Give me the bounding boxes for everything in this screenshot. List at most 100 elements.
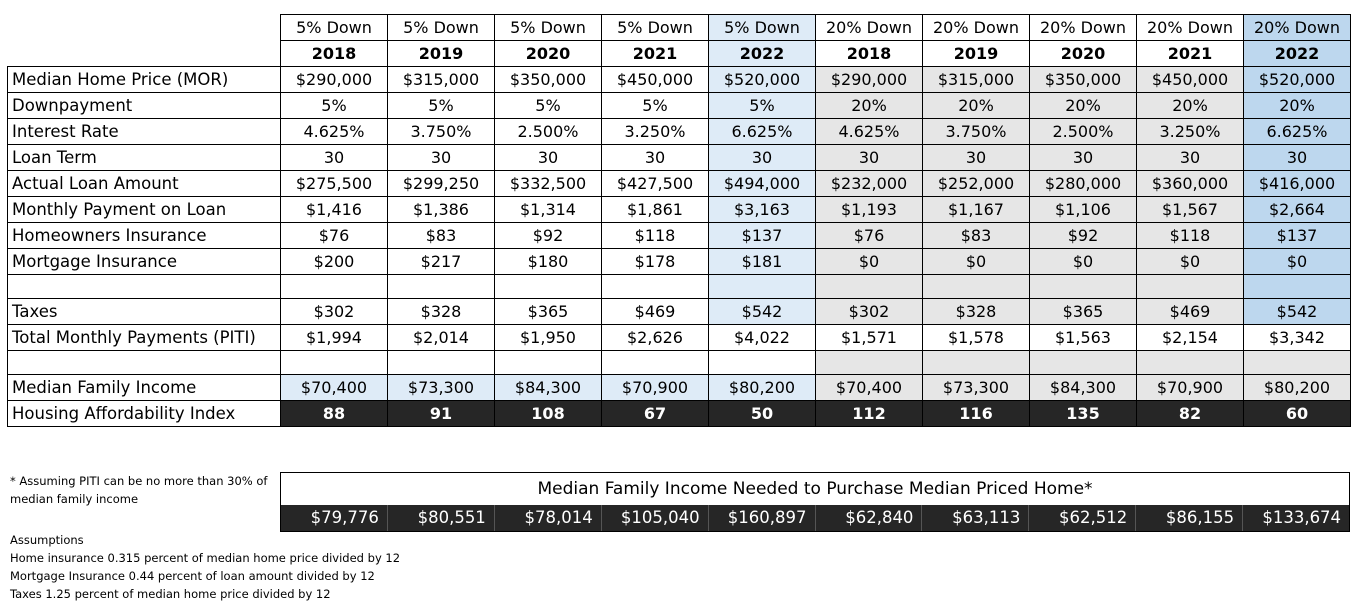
value-cell: $328 [387, 298, 495, 325]
value-cell: 30 [1029, 144, 1137, 171]
value-cell: $290,000 [280, 66, 388, 93]
value-cell: $2,664 [1243, 196, 1351, 223]
value-cell: 3.250% [1136, 118, 1244, 145]
table-row: Median Family Income $70,400 $73,300 $84… [7, 374, 1351, 401]
scenario-cell: 20% Down [1136, 14, 1244, 41]
year-cell: 2020 [494, 40, 602, 67]
value-cell: 2.500% [494, 118, 602, 145]
scenario-cell: 20% Down [815, 14, 923, 41]
value-cell: $118 [601, 222, 709, 249]
value-cell: 6.625% [708, 118, 816, 145]
assumption-line: Mortgage Insurance 0.44 percent of loan … [10, 569, 375, 583]
empty-cell [922, 274, 1030, 299]
income-needed-cell: $86,155 [1136, 505, 1244, 531]
value-cell: $315,000 [922, 66, 1030, 93]
value-cell: $1,314 [494, 196, 602, 223]
value-cell: $0 [1136, 248, 1244, 275]
value-cell: $76 [815, 222, 923, 249]
assumptions-heading: Assumptions [10, 533, 84, 547]
value-cell: $137 [1243, 222, 1351, 249]
index-cell: 116 [922, 400, 1030, 427]
index-cell: 91 [387, 400, 495, 427]
value-cell: 3.750% [922, 118, 1030, 145]
index-cell: 108 [494, 400, 602, 427]
value-cell: $80,200 [708, 374, 816, 401]
value-cell: 3.250% [601, 118, 709, 145]
value-cell: $3,342 [1243, 324, 1351, 351]
value-cell: 20% [1136, 92, 1244, 119]
row-label: Housing Affordability Index [7, 400, 281, 427]
row-label: Interest Rate [7, 118, 281, 145]
value-cell: $469 [1136, 298, 1244, 325]
table-row: Median Home Price (MOR) $290,000 $315,00… [7, 66, 1351, 93]
value-cell: 5% [387, 92, 495, 119]
value-cell: $302 [815, 298, 923, 325]
table-row: Monthly Payment on Loan $1,416 $1,386 $1… [7, 196, 1351, 223]
empty-cell [1029, 350, 1137, 375]
empty-cell [494, 350, 602, 375]
value-cell: $180 [494, 248, 602, 275]
income-needed-box: Median Family Income Needed to Purchase … [280, 472, 1350, 532]
value-cell: $332,500 [494, 170, 602, 197]
income-needed-cell: $133,674 [1262, 508, 1342, 527]
value-cell: $1,861 [601, 196, 709, 223]
value-cell: $92 [1029, 222, 1137, 249]
table-row: Homeowners Insurance $76 $83 $92 $118 $1… [7, 222, 1351, 249]
value-cell: 30 [708, 144, 816, 171]
row-label: Downpayment [7, 92, 281, 119]
value-cell: $118 [1136, 222, 1244, 249]
year-cell: 2021 [1136, 40, 1244, 67]
empty-cell [387, 274, 495, 299]
value-cell: $252,000 [922, 170, 1030, 197]
row-label: Median Home Price (MOR) [7, 66, 281, 93]
income-needed-cell: $63,113 [922, 505, 1030, 531]
empty-cell [7, 350, 281, 375]
table-row: Interest Rate 4.625% 3.750% 2.500% 3.250… [7, 118, 1351, 145]
value-cell: 5% [601, 92, 709, 119]
value-cell: $1,563 [1029, 324, 1137, 351]
value-cell: $200 [280, 248, 388, 275]
row-label: Homeowners Insurance [7, 222, 281, 249]
empty-cell [280, 350, 388, 375]
index-cell: 112 [815, 400, 923, 427]
value-cell: 20% [815, 92, 923, 119]
income-needed-cell: $62,512 [1029, 505, 1137, 531]
year-cell: 2022 [708, 40, 816, 67]
empty-cell [7, 274, 281, 299]
value-cell: $280,000 [1029, 170, 1137, 197]
empty-cell [1029, 274, 1137, 299]
value-cell: 30 [922, 144, 1030, 171]
table-row: Mortgage Insurance $200 $217 $180 $178 $… [7, 248, 1351, 275]
affordability-index-row: Housing Affordability Index 88 91 108 67… [7, 400, 1351, 427]
scenario-cell: 5% Down [387, 14, 495, 41]
row-label: Actual Loan Amount [7, 170, 281, 197]
value-cell: $520,000 [708, 66, 816, 93]
value-cell: $2,154 [1136, 324, 1244, 351]
value-cell: $3,163 [708, 196, 816, 223]
value-cell: $4,022 [708, 324, 816, 351]
value-cell: $328 [922, 298, 1030, 325]
value-cell: 5% [708, 92, 816, 119]
empty-cell [1243, 274, 1351, 299]
value-cell: $137 [708, 222, 816, 249]
index-cell: 60 [1243, 400, 1351, 427]
value-cell: $2,014 [387, 324, 495, 351]
income-needed-cell: $62,840 [816, 505, 923, 531]
year-cell: 2019 [922, 40, 1030, 67]
spacer-row [7, 350, 1351, 375]
year-cell: 2018 [280, 40, 388, 67]
value-cell: $1,994 [280, 324, 388, 351]
spacer-row [7, 274, 1351, 299]
row-label: Mortgage Insurance [7, 248, 281, 275]
row-label: Loan Term [7, 144, 281, 171]
value-cell: 3.750% [387, 118, 495, 145]
year-cell: 2018 [815, 40, 923, 67]
value-cell: $1,950 [494, 324, 602, 351]
footnote: * Assuming PITI can be no more than 30% … [10, 474, 268, 506]
empty-cell [815, 350, 923, 375]
index-cell: 50 [708, 400, 816, 427]
value-cell: $469 [601, 298, 709, 325]
empty-cell [1243, 350, 1351, 375]
empty-cell [387, 350, 495, 375]
value-cell: $416,000 [1243, 170, 1351, 197]
